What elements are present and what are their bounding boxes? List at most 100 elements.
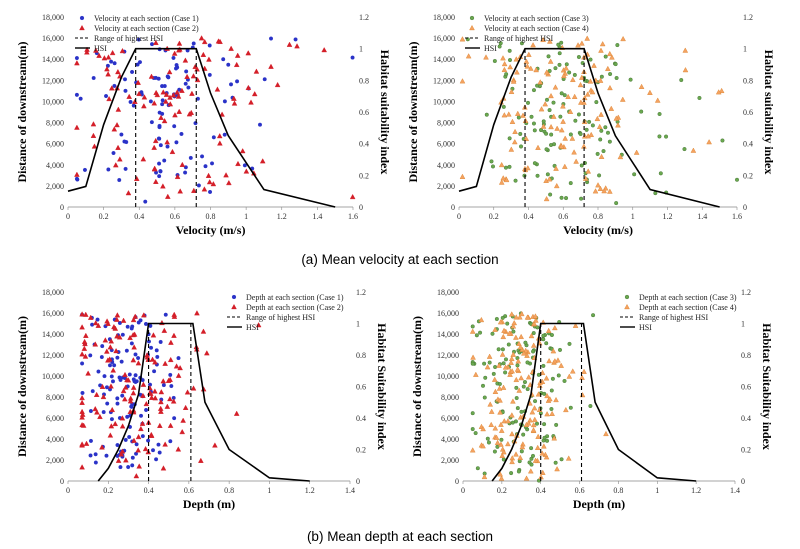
data-point-triangle (131, 437, 137, 443)
data-point-triangle (133, 175, 140, 181)
hsi-curve (67, 47, 336, 208)
data-point-circle (115, 443, 120, 448)
data-point-triangle (502, 364, 509, 370)
data-point-triangle (473, 371, 479, 377)
data-point-triangle (584, 91, 591, 97)
data-point-triangle (551, 435, 558, 441)
data-point-triangle (175, 93, 182, 99)
legend-label: Range of highest HSI (484, 34, 553, 43)
data-point-circle (117, 320, 122, 325)
data-point-triangle (563, 406, 569, 413)
data-point-circle (518, 131, 523, 136)
data-point-triangle (103, 348, 110, 354)
data-point-triangle (573, 158, 579, 164)
data-point-circle (95, 317, 100, 322)
data-point-triangle (118, 451, 125, 457)
data-point-circle (153, 75, 158, 80)
data-point-triangle (112, 420, 119, 427)
data-point-circle (557, 62, 562, 67)
data-point-triangle (245, 50, 252, 56)
y2-tick-label: 0.4 (356, 414, 366, 423)
data-point-triangle (158, 114, 164, 120)
data-point-triangle (148, 73, 155, 79)
data-point-triangle (79, 394, 85, 401)
data-point-triangle (531, 320, 537, 326)
data-point-circle (156, 136, 161, 141)
data-point-circle (179, 131, 184, 136)
data-point-triangle (647, 89, 653, 95)
data-point-circle (515, 363, 520, 368)
data-point-circle (547, 68, 552, 73)
data-point-circle (490, 331, 495, 336)
data-point-triangle (715, 89, 722, 95)
data-point-triangle (518, 375, 524, 381)
data-point-triangle (530, 42, 536, 48)
data-point-triangle (130, 316, 137, 323)
data-point-circle (168, 439, 173, 444)
data-point-triangle (153, 39, 159, 45)
data-point-circle (549, 143, 554, 148)
data-point-circle (148, 99, 153, 104)
data-point-circle (158, 143, 163, 148)
data-point-triangle (84, 49, 90, 55)
data-point-triangle (523, 135, 530, 141)
data-point-triangle (106, 95, 112, 102)
data-point-triangle (524, 314, 531, 320)
data-point-triangle (136, 90, 142, 96)
data-point-triangle (510, 78, 517, 84)
data-point-circle (136, 320, 141, 325)
data-point-circle (115, 401, 120, 406)
data-point-triangle (523, 475, 530, 481)
data-point-triangle (507, 64, 513, 70)
x-tick-label: 0.4 (524, 212, 534, 221)
data-point-circle (515, 406, 520, 411)
data-point-triangle (518, 333, 524, 340)
data-point-triangle (174, 173, 181, 180)
y2-axis-label: Habitat Suitability index (375, 323, 389, 450)
legend-label: Velocity at each section (Case 4) (484, 24, 589, 33)
data-point-circle (262, 77, 267, 82)
data-point-triangle (539, 469, 546, 475)
data-point-circle (514, 396, 519, 401)
data-point-circle (578, 132, 583, 137)
data-point-triangle (162, 360, 168, 366)
legend-label: HSI (246, 323, 259, 332)
data-point-triangle (108, 383, 114, 389)
data-point-circle (542, 391, 547, 396)
data-point-triangle (506, 330, 513, 336)
data-point-triangle (459, 78, 466, 84)
data-point-triangle (620, 35, 626, 42)
x-tick-label: 1.6 (348, 212, 358, 221)
data-point-triangle (498, 161, 505, 168)
data-point-triangle (132, 98, 138, 104)
data-point-triangle (552, 324, 558, 331)
data-point-circle (557, 51, 562, 56)
data-point-triangle (152, 388, 158, 394)
data-point-triangle (510, 351, 517, 357)
data-point-circle (119, 359, 124, 364)
data-point-triangle (617, 153, 624, 160)
x-tick-label: 0.8 (224, 486, 234, 495)
x-tick-label: 1.4 (345, 486, 355, 495)
y2-tick-label: 0.6 (743, 108, 753, 117)
data-point-circle (101, 410, 106, 415)
data-point-circle (735, 177, 740, 182)
y2-tick-label: 1.2 (359, 13, 369, 22)
data-point-triangle (160, 89, 167, 95)
x-tick-label: 1.4 (697, 212, 707, 221)
data-point-triangle (198, 35, 205, 41)
x-tick-label: 0.6 (184, 486, 194, 495)
data-point-triangle (167, 101, 174, 107)
x-tick-label: 0 (461, 486, 465, 495)
data-point-triangle (535, 144, 541, 150)
data-point-circle (507, 136, 512, 141)
data-point-triangle (498, 475, 505, 481)
data-point-triangle (138, 425, 144, 432)
data-point-triangle (233, 410, 240, 416)
data-point-triangle (97, 413, 103, 419)
data-point-circle (184, 69, 189, 74)
chart-velocity-case-3-4: 0 0.2 0.4 0.6 0.8 1 1.2 1.4 1.602,0004,0006,0008… (406, 13, 776, 237)
data-point-triangle (90, 132, 97, 138)
data-point-triangle (498, 179, 505, 185)
data-point-circle (559, 195, 564, 200)
